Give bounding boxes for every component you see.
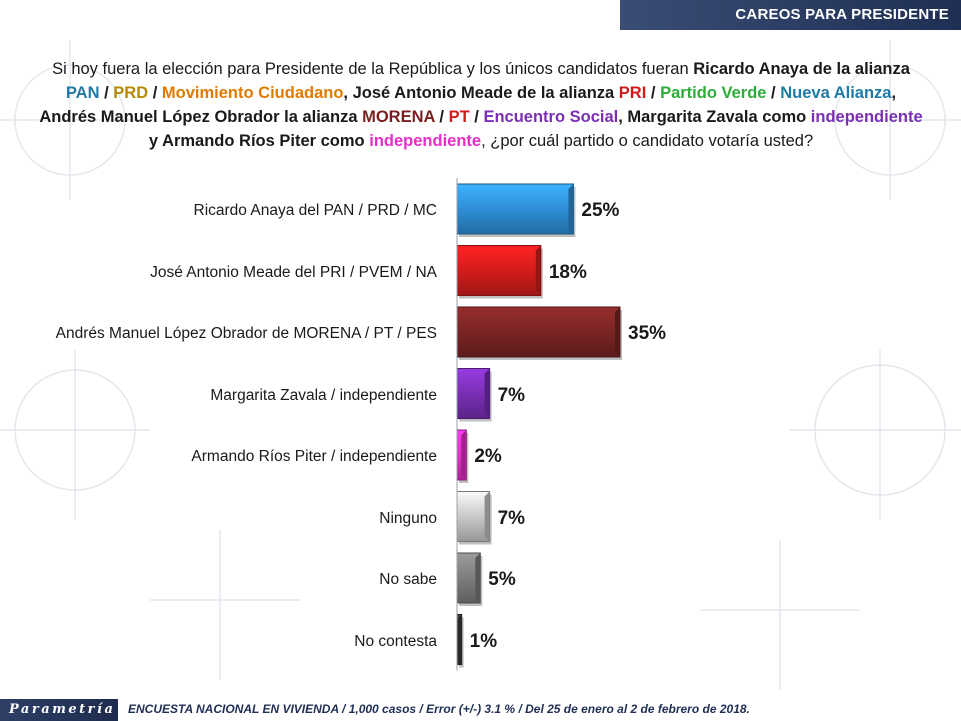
- category-label: No sabe: [379, 571, 437, 588]
- question-segment: PRD: [113, 84, 149, 102]
- value-label: 25%: [581, 200, 620, 221]
- question-segment: Si hoy fuera la elección para Presidente…: [52, 60, 694, 78]
- footer-note: ENCUESTA NACIONAL EN VIVIENDA / 1,000 ca…: [128, 702, 750, 716]
- value-label: 1%: [469, 630, 498, 652]
- bar-6: [456, 552, 483, 606]
- category-label: Ninguno: [379, 509, 437, 527]
- bar-0: [456, 183, 576, 237]
- question-segment: PT: [448, 108, 470, 126]
- value-label: 2%: [474, 446, 502, 467]
- question-segment: /: [434, 108, 449, 126]
- category-label: Andrés Manuel López Obrador de MORENA / …: [55, 325, 437, 342]
- question-segment: Movimiento Ciudadano: [161, 84, 344, 102]
- question-segment: PAN: [65, 84, 100, 102]
- question-segment: independiente: [369, 132, 482, 150]
- value-label: 5%: [488, 569, 516, 590]
- question-segment: /: [148, 84, 162, 102]
- question-segment: , Andrés Manuel López Obrador la alianza: [39, 84, 897, 126]
- question-segment: independiente: [810, 108, 923, 126]
- question-segment: Ricardo Anaya de la alianza: [693, 60, 910, 78]
- logo-text: Parametría: [9, 702, 116, 717]
- bar-2: [456, 306, 622, 360]
- question-segment: /: [469, 108, 484, 126]
- parametria-logo: Parametría: [0, 699, 118, 721]
- question-segment: MORENA: [362, 108, 435, 126]
- header-title: CAREOS PARA PRESIDENTE: [735, 6, 949, 23]
- header-banner: CAREOS PARA PRESIDENTE: [620, 0, 961, 30]
- question-segment: PRI: [618, 84, 647, 102]
- value-label: 7%: [497, 507, 526, 529]
- category-label: Margarita Zavala / independiente: [210, 386, 437, 404]
- survey-question: Si hoy fuera la elección para Presidente…: [36, 57, 926, 153]
- bar-7: [456, 614, 464, 668]
- question-segment: Partido Verde: [660, 84, 767, 102]
- category-label: Armando Ríos Piter / independiente: [191, 448, 437, 465]
- category-label: José Antonio Meade del PRI / PVEM / NA: [150, 263, 437, 281]
- question-segment: y Armando Ríos Piter como: [148, 132, 370, 150]
- question-segment: , Margarita Zavala como: [618, 108, 811, 126]
- question-segment: /: [766, 84, 781, 102]
- category-label: No contesta: [354, 632, 437, 650]
- value-label: 7%: [497, 384, 526, 406]
- question-segment: /: [99, 84, 114, 102]
- question-segment: /: [646, 84, 661, 102]
- question-segment: Nueva Alianza: [780, 84, 892, 102]
- category-label: Ricardo Anaya del PAN / PRD / MC: [193, 202, 438, 219]
- bar-4: [456, 429, 469, 483]
- bar-3: [456, 368, 492, 422]
- question-segment: , José Antonio Meade de la alianza: [343, 84, 619, 102]
- bar-5: [456, 491, 492, 545]
- question-segment: Encuentro Social: [483, 108, 619, 126]
- value-label: 18%: [548, 261, 587, 283]
- question-segment: , ¿por cuál partido o candidato votaría …: [481, 132, 814, 150]
- bar-1: [456, 245, 543, 299]
- value-label: 35%: [628, 323, 667, 344]
